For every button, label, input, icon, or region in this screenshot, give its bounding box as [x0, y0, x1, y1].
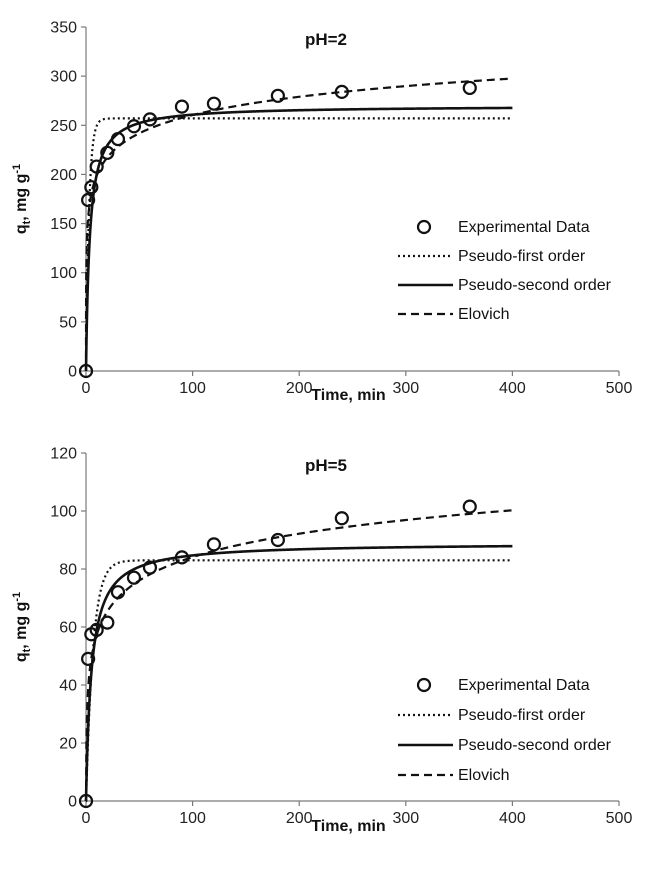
y-axis-title-superscript: -1 [11, 592, 23, 602]
series-line-pseudo-second-order [84, 106, 513, 371]
legend-label: Pseudo-second order [458, 277, 612, 294]
y-tick-label: 120 [50, 446, 77, 463]
data-point [334, 511, 349, 526]
data-point [142, 560, 158, 575]
data-point [89, 159, 104, 174]
y-axis-title: qt, mg g-1 [11, 592, 33, 662]
legend-marker [416, 677, 432, 693]
x-axis-title: Time, min [311, 818, 385, 835]
y-tick-label: 350 [50, 20, 77, 37]
data-point [462, 499, 477, 514]
y-tick-label: 20 [59, 736, 77, 753]
data-point [110, 131, 126, 147]
data-point [270, 88, 285, 103]
data-point [84, 180, 99, 195]
y-tick-label: 100 [50, 504, 77, 521]
y-tick-label: 0 [68, 364, 77, 381]
data-point [100, 615, 115, 630]
y-tick-label: 0 [68, 794, 77, 811]
data-point [89, 622, 104, 638]
y-axis-title-superscript: -1 [11, 164, 23, 174]
y-tick-label: 250 [50, 118, 77, 135]
y-axis-title-unit: , mg g [13, 602, 30, 649]
legend-label: Experimental Data [458, 677, 590, 694]
legend-label: Elovich [458, 306, 510, 323]
data-point [81, 651, 96, 667]
y-axis-title: qt, mg g-1 [11, 164, 33, 234]
chart-panel-2: 0 20 40 60 80 100 120 0 100 200 300 400 500 pH=5 Time,… [11, 446, 632, 836]
data-point [462, 80, 477, 96]
x-tick-label: 300 [392, 810, 419, 827]
legend-label: Pseudo-second order [458, 737, 612, 754]
data-point [126, 119, 142, 134]
data-point [142, 112, 158, 127]
y-tick-label: 80 [59, 562, 77, 579]
chart-title: pH=5 [305, 456, 347, 475]
data-point [206, 96, 222, 111]
series-line-pseudo-first-order [84, 117, 513, 371]
y-tick-label: 200 [50, 167, 77, 184]
chart-panel-1: 0 50 100 150 200 250 300 350 0 100 200 300 400 500 pH=… [11, 20, 632, 405]
x-tick-label: 200 [286, 380, 313, 397]
y-axis-title-main: q [13, 652, 30, 662]
x-tick-label: 200 [286, 810, 313, 827]
data-point [81, 192, 96, 208]
y-axis-title-subscript: t [21, 648, 33, 652]
data-point [206, 537, 222, 552]
y-tick-label: 100 [50, 265, 77, 282]
x-tick-label: 0 [82, 810, 91, 827]
data-point [174, 99, 190, 114]
x-tick-label: 500 [606, 380, 633, 397]
y-tick-label: 40 [59, 678, 77, 695]
y-axis-title-unit: , mg g [13, 174, 30, 221]
y-axis-title-subscript: t [21, 220, 33, 224]
x-tick-label: 400 [499, 810, 526, 827]
legend-label: Experimental Data [458, 219, 590, 236]
y-tick-label: 60 [59, 620, 77, 637]
chart-title: pH=2 [305, 30, 347, 49]
x-axis-title: Time, min [311, 387, 385, 404]
legend-label: Pseudo-first order [458, 248, 586, 265]
legend-label: Pseudo-first order [458, 707, 586, 724]
data-point [334, 84, 349, 99]
x-tick-label: 500 [606, 810, 633, 827]
y-axis-title-main: q [13, 224, 30, 234]
data-point [78, 793, 94, 809]
x-tick-label: 100 [179, 810, 206, 827]
legend-label: Elovich [458, 767, 510, 784]
series-line-pseudo-first-order [84, 559, 513, 801]
data-point [78, 363, 94, 379]
y-tick-label: 150 [50, 216, 77, 233]
y-tick-label: 300 [50, 69, 77, 86]
x-tick-label: 400 [499, 380, 526, 397]
data-point [270, 532, 285, 548]
data-point [174, 550, 190, 565]
data-point [126, 570, 142, 585]
data-point [110, 585, 126, 600]
series-line-pseudo-second-order [84, 544, 513, 801]
series-line-elovich [84, 77, 513, 372]
x-tick-label: 0 [82, 380, 91, 397]
series-line-elovich [84, 509, 513, 803]
x-tick-label: 300 [392, 380, 419, 397]
legend-marker [416, 219, 432, 235]
data-point [100, 145, 115, 160]
x-tick-label: 100 [179, 380, 206, 397]
y-tick-label: 50 [59, 314, 77, 331]
